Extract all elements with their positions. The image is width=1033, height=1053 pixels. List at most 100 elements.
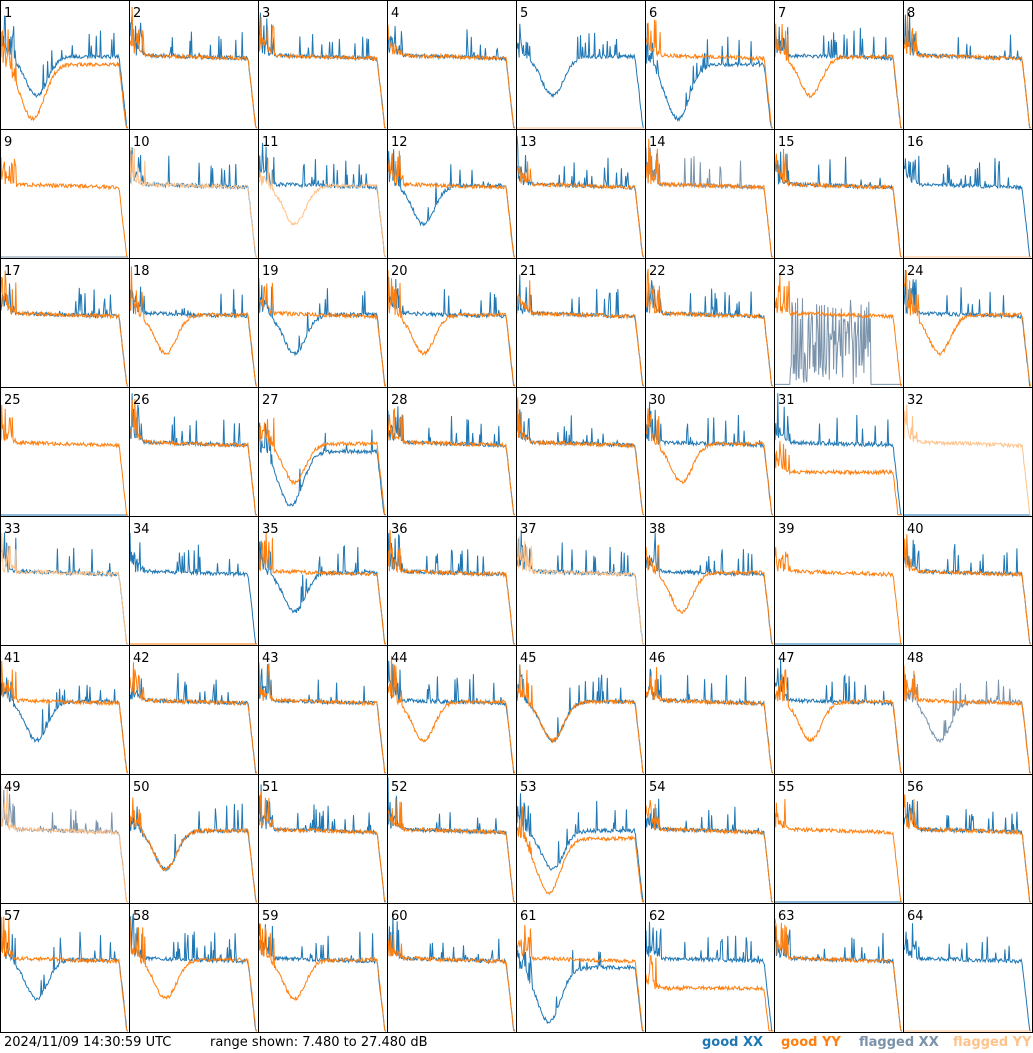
series-yy-41	[0, 660, 128, 774]
series-xx-56	[903, 799, 1031, 903]
series-yy-24	[903, 270, 1031, 387]
tile-3: 3	[258, 0, 388, 130]
series-yy-13	[516, 161, 644, 258]
tile-label: 31	[778, 393, 795, 408]
tile-19: 19	[258, 258, 388, 388]
tile-label: 64	[907, 909, 924, 924]
series-xx-26	[129, 393, 257, 516]
tile-38: 38	[645, 516, 775, 646]
tile-label: 47	[778, 651, 795, 666]
tile-frame	[0, 129, 130, 259]
series-yy-42	[129, 662, 257, 774]
series-xx-43	[258, 663, 386, 774]
series-xx-35	[258, 540, 386, 645]
tile-label: 38	[649, 522, 666, 537]
tile-23: 23	[774, 258, 904, 388]
tile-59: 59	[258, 903, 388, 1033]
tile-label: 49	[4, 780, 21, 795]
series-yy-46	[645, 666, 773, 774]
tile-26: 26	[129, 387, 259, 517]
tile-label: 43	[262, 651, 279, 666]
series-yy-14	[645, 138, 773, 258]
series-xx-57	[0, 929, 128, 1032]
series-yy-21	[516, 280, 644, 387]
series-xx-22	[645, 280, 773, 387]
series-xx-23	[775, 298, 902, 385]
tile-label: 45	[520, 651, 537, 666]
tile-10: 10	[129, 129, 259, 259]
tile-2: 2	[129, 0, 259, 130]
tile-frame	[903, 0, 1033, 130]
tile-label: 61	[520, 909, 537, 924]
tile-label: 11	[262, 135, 279, 150]
tile-label: 46	[649, 651, 666, 666]
series-yy-45	[516, 665, 644, 774]
tile-label: 27	[262, 393, 279, 408]
series-yy-39	[774, 546, 902, 645]
tile-35: 35	[258, 516, 388, 646]
tile-34: 34	[129, 516, 259, 646]
tile-frame	[387, 0, 517, 130]
series-yy-31	[774, 441, 902, 516]
series-xx-63	[774, 925, 902, 1032]
series-yy-61	[516, 924, 644, 1032]
series-yy-9	[0, 157, 128, 258]
tile-61: 61	[516, 903, 646, 1033]
tile-52: 52	[387, 774, 517, 904]
series-yy-25	[0, 404, 128, 516]
legend-flagged-yy: flagged YY	[953, 1035, 1032, 1050]
tile-48: 48	[903, 645, 1033, 775]
series-yy-12	[387, 150, 515, 258]
tile-50: 50	[129, 774, 259, 904]
series-xx-34	[129, 532, 257, 645]
series-yy-19	[258, 278, 386, 387]
tile-label: 35	[262, 522, 279, 537]
series-xx-13	[516, 135, 644, 258]
series-xx-64	[903, 923, 1031, 1032]
series-xx-37	[516, 530, 644, 645]
series-yy-51	[258, 791, 386, 903]
tile-22: 22	[645, 258, 775, 388]
tile-label: 8	[907, 6, 915, 21]
series-yy-37	[516, 536, 644, 645]
tile-label: 36	[391, 522, 408, 537]
tile-label: 12	[391, 135, 408, 150]
tile-57: 57	[0, 903, 130, 1033]
tile-53: 53	[516, 774, 646, 904]
series-xx-36	[387, 532, 515, 645]
tile-label: 16	[907, 135, 924, 150]
tile-label: 22	[649, 264, 666, 279]
series-yy-54	[645, 799, 773, 903]
series-xx-8	[903, 14, 1031, 129]
series-xx-21	[516, 274, 644, 387]
tile-16: 16	[903, 129, 1033, 259]
tile-42: 42	[129, 645, 259, 775]
tile-label: 15	[778, 135, 795, 150]
status-footer: 2024/11/09 14:30:59 UTC range shown: 7.4…	[0, 1034, 1033, 1053]
tile-56: 56	[903, 774, 1033, 904]
series-yy-30	[645, 408, 773, 516]
tile-label: 59	[262, 909, 279, 924]
tile-49: 49	[0, 774, 130, 904]
series-xx-40	[903, 539, 1031, 645]
series-xx-14	[645, 147, 773, 258]
tile-label: 54	[649, 780, 666, 795]
series-yy-56	[903, 794, 1031, 903]
series-xx-54	[645, 798, 773, 903]
tile-label: 39	[778, 522, 795, 537]
series-xx-51	[258, 784, 386, 903]
series-yy-57	[0, 916, 128, 1032]
tile-label: 52	[391, 780, 408, 795]
series-yy-6	[645, 19, 773, 129]
series-xx-52	[387, 777, 515, 903]
tile-frame	[258, 0, 388, 130]
tile-1: 1	[0, 0, 130, 130]
series-xx-58	[129, 913, 257, 1032]
tile-label: 2	[133, 6, 141, 21]
tile-44: 44	[387, 645, 517, 775]
tile-label: 1	[4, 6, 12, 21]
series-xx-48	[903, 669, 1031, 774]
series-xx-6	[645, 23, 773, 129]
series-yy-20	[387, 270, 515, 387]
series-yy-63	[774, 918, 902, 1032]
